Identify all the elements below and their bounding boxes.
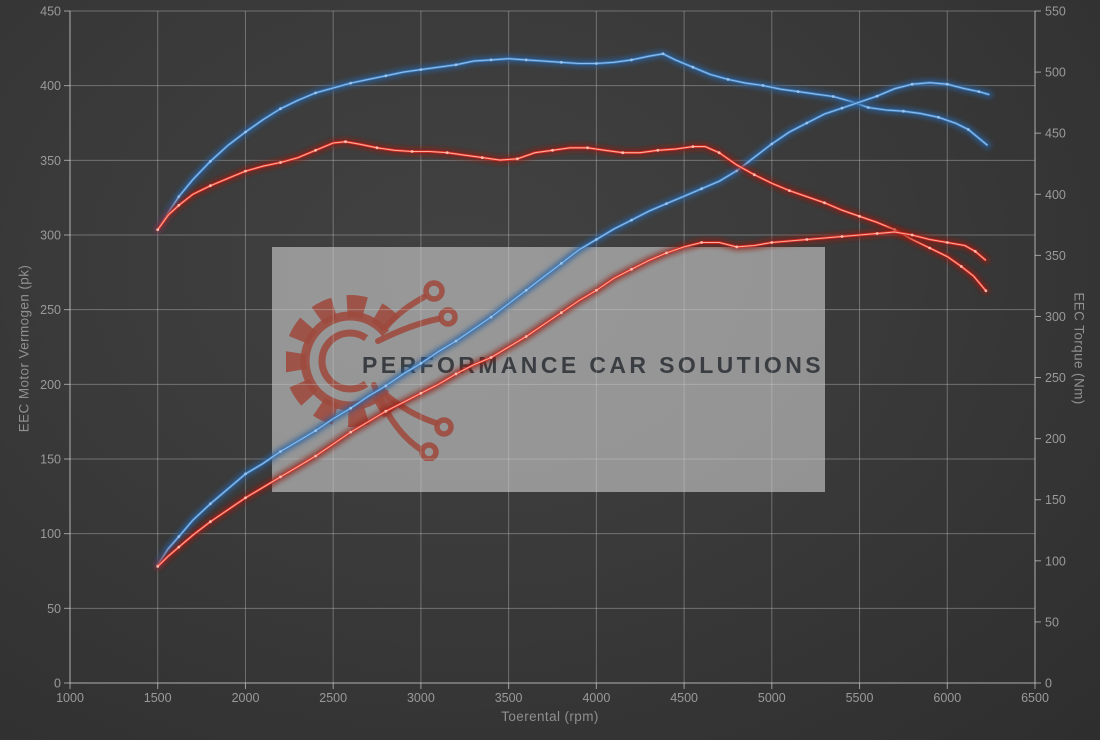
svg-text:350: 350 bbox=[1045, 249, 1066, 263]
svg-text:5000: 5000 bbox=[758, 691, 786, 705]
watermark: PERFORMANCE CAR SOLUTIONS bbox=[272, 247, 825, 492]
svg-text:200: 200 bbox=[40, 378, 61, 392]
svg-text:300: 300 bbox=[40, 229, 61, 243]
svg-text:1000: 1000 bbox=[56, 691, 84, 705]
svg-text:0: 0 bbox=[54, 677, 61, 691]
svg-text:4500: 4500 bbox=[670, 691, 698, 705]
svg-text:150: 150 bbox=[1045, 493, 1066, 507]
svg-text:4000: 4000 bbox=[582, 691, 610, 705]
svg-text:3000: 3000 bbox=[407, 691, 435, 705]
svg-text:500: 500 bbox=[1045, 66, 1066, 80]
svg-text:5500: 5500 bbox=[846, 691, 874, 705]
svg-text:3500: 3500 bbox=[495, 691, 523, 705]
svg-text:1500: 1500 bbox=[144, 691, 172, 705]
svg-text:300: 300 bbox=[1045, 310, 1066, 324]
svg-text:450: 450 bbox=[1045, 127, 1066, 141]
svg-text:6500: 6500 bbox=[1021, 691, 1049, 705]
svg-text:250: 250 bbox=[40, 303, 61, 317]
svg-text:350: 350 bbox=[40, 154, 61, 168]
svg-text:150: 150 bbox=[40, 453, 61, 467]
svg-text:2000: 2000 bbox=[232, 691, 260, 705]
svg-text:250: 250 bbox=[1045, 371, 1066, 385]
gear-circuit-logo bbox=[286, 280, 458, 461]
svg-text:2500: 2500 bbox=[319, 691, 347, 705]
svg-text:100: 100 bbox=[40, 527, 61, 541]
svg-text:100: 100 bbox=[1045, 554, 1066, 568]
svg-text:550: 550 bbox=[1045, 5, 1066, 19]
svg-text:6000: 6000 bbox=[933, 691, 961, 705]
svg-text:400: 400 bbox=[40, 79, 61, 93]
watermark-text: PERFORMANCE CAR SOLUTIONS bbox=[362, 352, 824, 378]
svg-text:200: 200 bbox=[1045, 432, 1066, 446]
svg-text:400: 400 bbox=[1045, 188, 1066, 202]
svg-text:0: 0 bbox=[1045, 677, 1052, 691]
svg-text:50: 50 bbox=[1045, 615, 1059, 629]
svg-text:450: 450 bbox=[40, 5, 61, 19]
svg-text:50: 50 bbox=[47, 602, 61, 616]
